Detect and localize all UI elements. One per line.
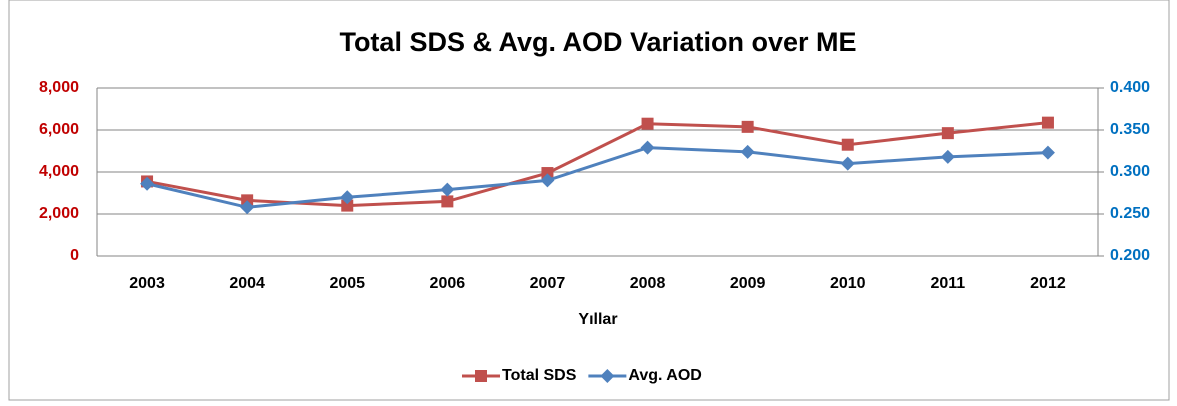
data-point xyxy=(1040,145,1055,160)
x-tick-label: 2008 xyxy=(630,275,666,292)
y2-tick-label: 0.300 xyxy=(1110,163,1150,180)
data-point xyxy=(1041,116,1054,129)
x-tick-label: 2006 xyxy=(430,275,466,292)
x-tick-label: 2004 xyxy=(229,275,265,292)
y2-tick-label: 0.200 xyxy=(1110,247,1150,264)
data-point xyxy=(341,199,354,212)
y-tick-label: 4,000 xyxy=(39,163,79,180)
y2-tick-label: 0.400 xyxy=(1110,79,1150,96)
data-point xyxy=(140,176,155,191)
x-tick-label: 2007 xyxy=(530,275,566,292)
y-tick-label: 8,000 xyxy=(39,79,79,96)
y2-tick-label: 0.350 xyxy=(1110,121,1150,138)
data-point xyxy=(441,195,454,208)
data-point xyxy=(941,127,954,140)
x-tick-label: 2012 xyxy=(1030,275,1066,292)
y-tick-label: 2,000 xyxy=(39,205,79,222)
chart-border xyxy=(8,0,1170,401)
legend-label: Total SDS xyxy=(502,367,577,384)
y2-tick-label: 0.250 xyxy=(1110,205,1150,222)
legend-marker xyxy=(600,369,615,383)
x-axis-label: Yıllar xyxy=(578,311,617,328)
y-tick-label: 6,000 xyxy=(39,121,79,138)
data-point xyxy=(640,140,655,155)
legend-marker xyxy=(475,370,487,382)
x-tick-label: 2011 xyxy=(930,275,965,292)
data-point xyxy=(840,156,855,171)
x-tick-label: 2003 xyxy=(129,275,165,292)
data-point xyxy=(240,200,255,215)
data-point xyxy=(940,149,955,164)
chart-title: Total SDS & Avg. AOD Variation over ME xyxy=(339,27,856,57)
x-tick-label: 2009 xyxy=(730,275,766,292)
y-tick-label: 0 xyxy=(70,247,79,264)
data-point xyxy=(841,138,854,151)
data-point xyxy=(540,173,555,188)
data-point xyxy=(740,144,755,159)
series-line xyxy=(146,146,1049,209)
x-tick-label: 2010 xyxy=(830,275,866,292)
data-point xyxy=(741,120,754,133)
data-point xyxy=(641,117,654,130)
data-point xyxy=(541,167,554,180)
data-point xyxy=(340,190,355,205)
data-point xyxy=(440,182,455,197)
legend-label: Avg. AOD xyxy=(628,367,701,384)
x-tick-label: 2005 xyxy=(329,275,365,292)
